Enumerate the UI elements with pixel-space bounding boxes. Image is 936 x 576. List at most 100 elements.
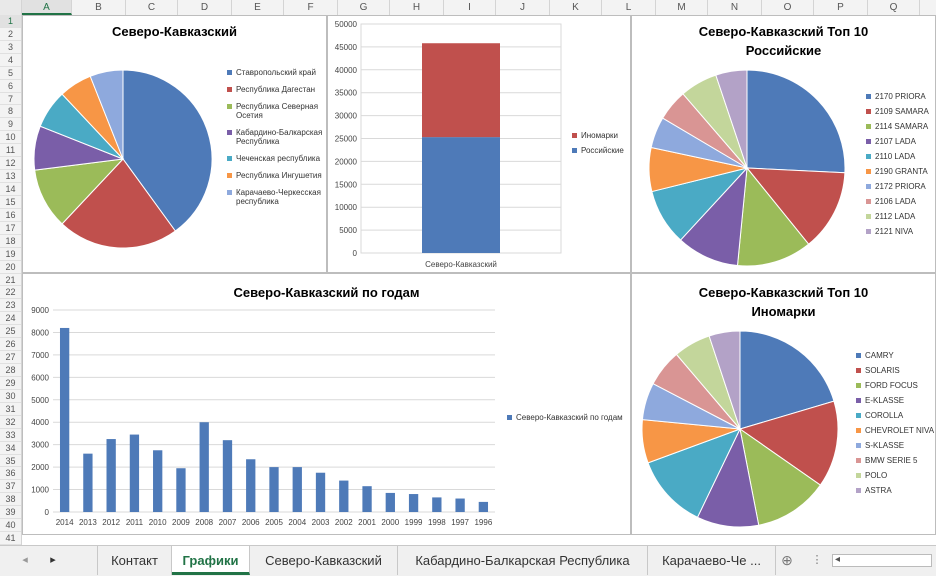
bar-year-2001 <box>362 486 372 512</box>
sheet-tab[interactable]: Карачаево-Че ... <box>648 546 776 575</box>
column-header-o[interactable]: O <box>762 0 814 15</box>
legend-swatch <box>856 383 861 388</box>
row-header-33[interactable]: 33 <box>0 429 21 442</box>
row-header-26[interactable]: 26 <box>0 338 21 352</box>
legend-label: 2114 SAMARA <box>875 122 929 131</box>
bar-year-2004 <box>292 467 302 512</box>
row-header-29[interactable]: 29 <box>0 377 21 390</box>
column-header-r[interactable]: R <box>920 0 936 15</box>
row-header-18[interactable]: 18 <box>0 235 21 248</box>
legend-label: 2121 NIVA <box>875 227 914 236</box>
row-header-34[interactable]: 34 <box>0 442 21 455</box>
legend-label: 2112 LADA <box>875 212 916 221</box>
row-header-21[interactable]: 21 <box>0 274 21 287</box>
legend-swatch <box>856 398 861 403</box>
ru-top10-pie-chart[interactable]: Северо-Кавказский Топ 10 Российские 2170… <box>631 15 936 273</box>
region-pie-chart[interactable]: Северо-Кавказский Ставропольский край Рес… <box>22 15 327 273</box>
sheet-tab[interactable]: Контакт <box>98 546 172 575</box>
row-header-27[interactable]: 27 <box>0 351 21 365</box>
column-header-g[interactable]: G <box>338 0 390 15</box>
more-options-icon[interactable]: ⋮ <box>811 554 823 566</box>
sheet-tab[interactable]: Северо-Кавказский <box>250 546 398 575</box>
row-header-14[interactable]: 14 <box>0 183 21 196</box>
x-tick-label: 2014 <box>56 518 74 527</box>
add-sheet-icon[interactable]: ⊕ <box>781 552 793 568</box>
row-header-31[interactable]: 31 <box>0 403 21 416</box>
pie-slice <box>739 330 835 430</box>
row-header-12[interactable]: 12 <box>0 157 21 171</box>
scroll-left-icon[interactable]: ◂ <box>835 554 841 565</box>
legend-label: COROLLA <box>865 411 904 420</box>
row-header-7[interactable]: 7 <box>0 93 21 106</box>
row-header-38[interactable]: 38 <box>0 493 21 507</box>
by-year-bar-chart[interactable]: Северо-Кавказский по годам 0 1000 2000 3000… <box>22 273 631 535</box>
row-header-40[interactable]: 40 <box>0 519 21 533</box>
column-header-b[interactable]: B <box>72 0 126 15</box>
column-header-l[interactable]: L <box>602 0 656 15</box>
column-header-e[interactable]: E <box>232 0 284 15</box>
legend-item: Российские <box>572 146 632 155</box>
column-header-d[interactable]: D <box>178 0 232 15</box>
foreign-top10-pie-chart[interactable]: Северо-Кавказский Топ 10 Иномарки CAMRY S… <box>631 273 936 535</box>
sheet-tab[interactable]: Графики <box>172 546 250 575</box>
legend-label: BMW SERIE 5 <box>865 456 918 465</box>
column-header-k[interactable]: K <box>550 0 602 15</box>
column-header-p[interactable]: P <box>814 0 868 15</box>
row-header-32[interactable]: 32 <box>0 416 21 429</box>
prev-sheet-icon[interactable]: ◂ <box>22 554 28 566</box>
row-header-10[interactable]: 10 <box>0 131 21 145</box>
row-header-25[interactable]: 25 <box>0 325 21 339</box>
legend-label: CHEVROLET NIVA <box>865 426 935 435</box>
region-pie-title: Северо-Кавказский <box>112 24 237 39</box>
row-header-19[interactable]: 19 <box>0 248 21 261</box>
column-header-n[interactable]: N <box>708 0 762 15</box>
column-header-bar: ABCDEFGHIJKLMNOPQR <box>0 0 936 16</box>
row-header-11[interactable]: 11 <box>0 144 21 158</box>
next-sheet-icon[interactable]: ▸ <box>50 554 56 566</box>
column-header-m[interactable]: M <box>656 0 708 15</box>
row-header-37[interactable]: 37 <box>0 480 21 494</box>
row-header-20[interactable]: 20 <box>0 261 21 274</box>
row-header-23[interactable]: 23 <box>0 299 21 313</box>
row-header-17[interactable]: 17 <box>0 222 21 235</box>
sheet-tab[interactable]: Кабардино-Балкарская Республика <box>398 546 648 575</box>
row-header-3[interactable]: 3 <box>0 41 21 54</box>
legend-label: Кабардино-Балкарская Республика <box>236 128 323 146</box>
column-header-c[interactable]: C <box>126 0 178 15</box>
horizontal-scrollbar[interactable]: ◂ <box>832 554 932 567</box>
row-header-24[interactable]: 24 <box>0 312 21 326</box>
row-header-1[interactable]: 1 <box>0 15 21 28</box>
x-tick-label: 2001 <box>358 518 376 527</box>
foreign-top10-title-1: Северо-Кавказский Топ 10 <box>698 285 869 300</box>
y-tick-label: 10000 <box>335 203 358 212</box>
y-tick-label: 9000 <box>31 306 49 315</box>
legend-swatch <box>866 94 871 99</box>
row-header-8[interactable]: 8 <box>0 105 21 119</box>
row-header-4[interactable]: 4 <box>0 54 21 67</box>
row-header-2[interactable]: 2 <box>0 28 21 41</box>
row-header-22[interactable]: 22 <box>0 286 21 300</box>
y-tick-label: 30000 <box>335 112 358 121</box>
row-header-35[interactable]: 35 <box>0 455 21 468</box>
column-header-j[interactable]: J <box>496 0 550 15</box>
row-header-9[interactable]: 9 <box>0 118 21 132</box>
row-header-36[interactable]: 36 <box>0 467 21 481</box>
row-header-5[interactable]: 5 <box>0 67 21 80</box>
foreign-top10-title-2: Иномарки <box>751 304 816 319</box>
row-header-41[interactable]: 41 <box>0 532 21 545</box>
stacked-bar-chart[interactable]: 0 5000 10000 15000 20000 25000 30000 35000 40000… <box>327 15 631 273</box>
column-header-a[interactable]: A <box>22 0 72 15</box>
row-header-30[interactable]: 30 <box>0 390 21 403</box>
column-header-q[interactable]: Q <box>868 0 920 15</box>
row-header-6[interactable]: 6 <box>0 80 21 93</box>
column-header-i[interactable]: I <box>444 0 496 15</box>
row-header-13[interactable]: 13 <box>0 170 21 184</box>
row-header-28[interactable]: 28 <box>0 364 21 377</box>
ru-top10-pie-plot <box>648 69 846 267</box>
row-header-16[interactable]: 16 <box>0 209 21 222</box>
row-header-39[interactable]: 39 <box>0 506 21 520</box>
select-all-corner[interactable] <box>0 0 22 15</box>
row-header-15[interactable]: 15 <box>0 196 21 209</box>
column-header-h[interactable]: H <box>390 0 444 15</box>
column-header-f[interactable]: F <box>284 0 338 15</box>
